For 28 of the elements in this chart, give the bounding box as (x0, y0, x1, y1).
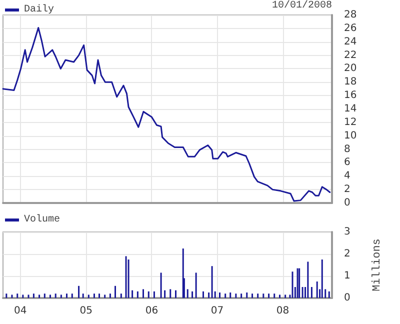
y-axis-title: Millions (372, 238, 384, 292)
x-tick-label: 07 (210, 306, 224, 316)
x-tick-label: 08 (276, 306, 290, 316)
legend-label: Volume (24, 214, 60, 226)
y-tick-label: 16 (344, 90, 357, 102)
y-tick-label: 0 (344, 198, 350, 208)
y-tick-label: 2 (344, 184, 350, 196)
y-tick-label: 22 (344, 50, 357, 61)
x-tick-label: 06 (145, 306, 158, 316)
y-tick-label: 4 (344, 170, 350, 182)
y-tick-label: 6 (344, 157, 350, 168)
text: 10/01/2008 (272, 0, 332, 12)
x-tick-label: 05 (80, 306, 93, 316)
y-tick-label: 14 (344, 104, 357, 114)
y-tick-label: 10 (344, 130, 357, 142)
y-tick-label: 3 (344, 226, 350, 238)
x-tick-label: 04 (14, 306, 27, 316)
y-tick-label: 20 (344, 63, 357, 74)
y-tick-label: 2 (344, 248, 350, 260)
y-tick-label: 28 (344, 10, 357, 20)
y-tick-label: 8 (344, 144, 350, 155)
y-tick-label: 26 (344, 22, 357, 34)
y-tick-label: 18 (344, 76, 357, 88)
legend-label: Daily (24, 4, 54, 16)
y-tick-label: 12 (344, 116, 357, 128)
y-tick-label: 1 (344, 270, 350, 282)
y-tick-label: 24 (344, 36, 357, 48)
y-tick-label: 0 (344, 292, 350, 304)
